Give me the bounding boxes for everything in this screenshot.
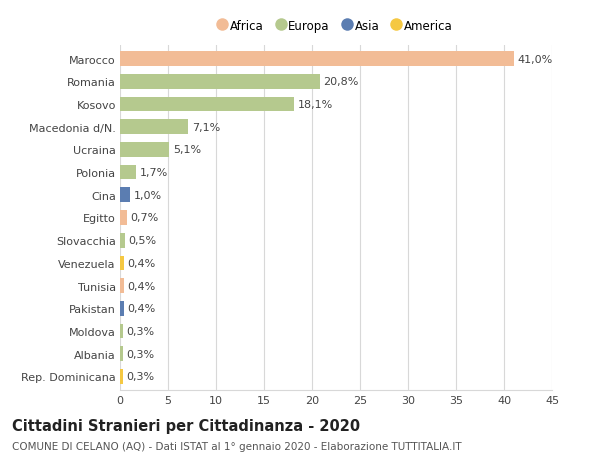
Bar [120,233,125,248]
Bar [120,369,123,384]
Text: 0,5%: 0,5% [128,235,157,246]
Text: 0,4%: 0,4% [128,303,156,313]
Text: 1,0%: 1,0% [133,190,161,201]
Text: 20,8%: 20,8% [323,77,359,87]
Bar [120,256,124,271]
Bar [120,347,123,361]
Text: COMUNE DI CELANO (AQ) - Dati ISTAT al 1° gennaio 2020 - Elaborazione TUTTITALIA.: COMUNE DI CELANO (AQ) - Dati ISTAT al 1°… [12,441,461,451]
Bar [120,279,124,293]
Text: 0,3%: 0,3% [127,326,155,336]
Text: 0,4%: 0,4% [128,281,156,291]
Text: 18,1%: 18,1% [298,100,333,110]
Text: 0,7%: 0,7% [131,213,159,223]
Text: 0,3%: 0,3% [127,349,155,359]
Bar [120,301,124,316]
Text: 5,1%: 5,1% [173,145,201,155]
Text: 1,7%: 1,7% [140,168,169,178]
Bar [120,52,514,67]
Bar [120,75,320,90]
Text: 0,3%: 0,3% [127,372,155,381]
Bar [120,324,123,339]
Text: 0,4%: 0,4% [128,258,156,269]
Bar [120,211,127,225]
Bar [120,120,188,135]
Text: 41,0%: 41,0% [517,55,553,64]
Legend: Africa, Europa, Asia, America: Africa, Europa, Asia, America [215,17,457,37]
Text: Cittadini Stranieri per Cittadinanza - 2020: Cittadini Stranieri per Cittadinanza - 2… [12,418,360,433]
Bar [120,165,136,180]
Text: 7,1%: 7,1% [192,123,220,133]
Bar [120,188,130,203]
Bar [120,143,169,157]
Bar [120,97,294,112]
